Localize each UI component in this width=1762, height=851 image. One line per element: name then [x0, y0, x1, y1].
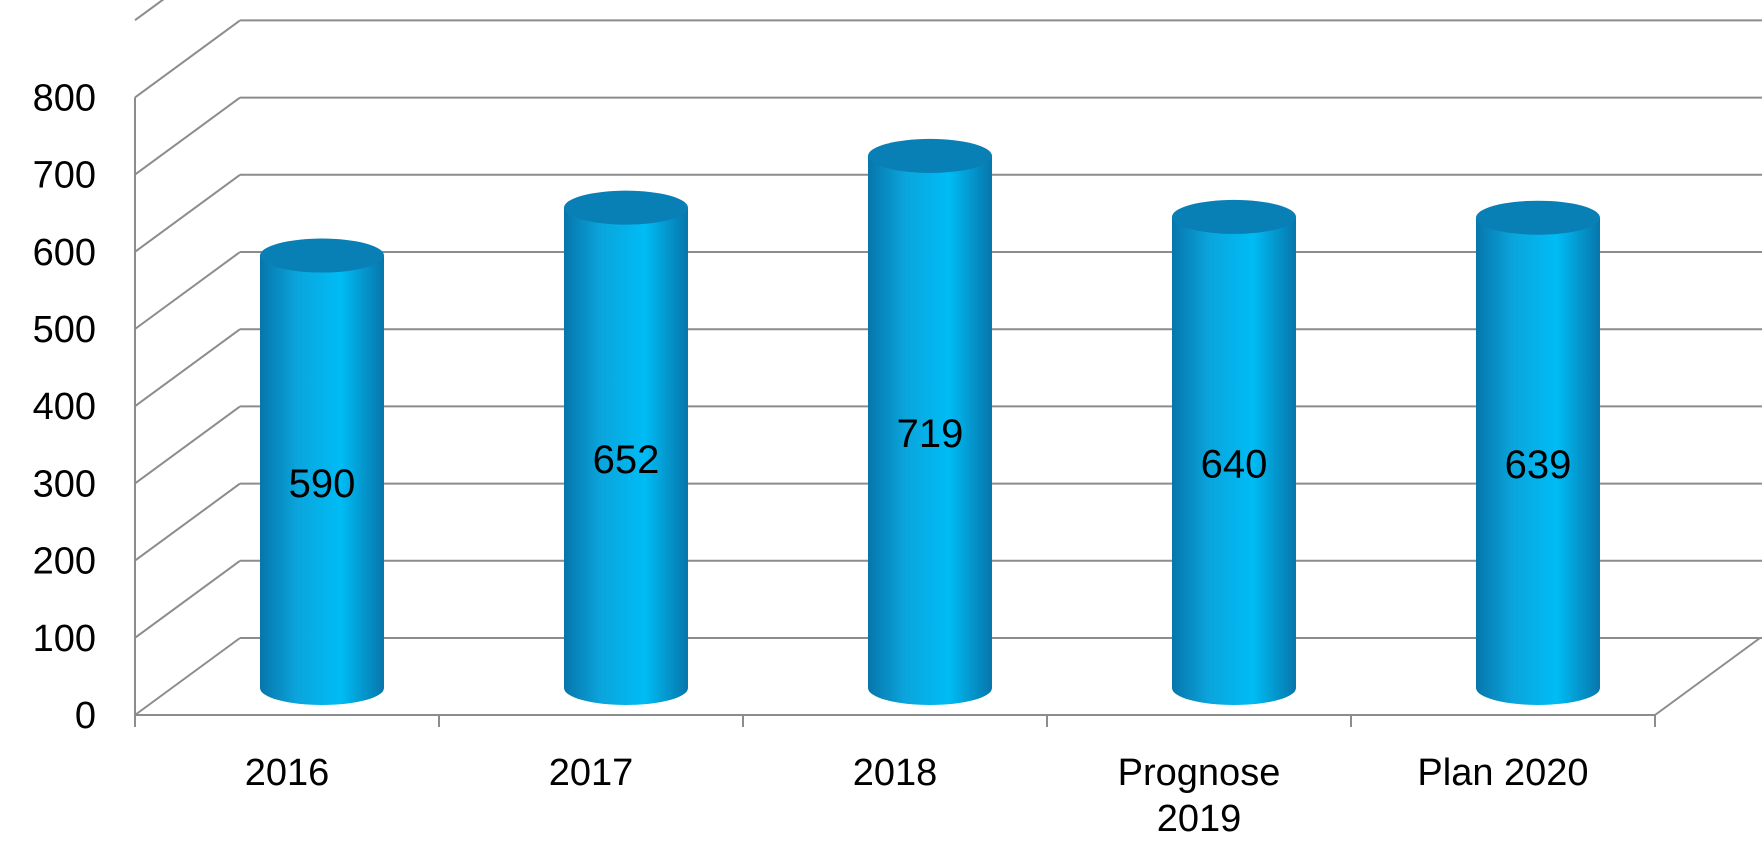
x-tick-label: 2017 [549, 752, 634, 794]
y-tick-label: 300 [33, 463, 96, 505]
data-labels: 590 652 719 640 639 [289, 412, 1572, 506]
y-tick-label: 400 [33, 386, 96, 428]
data-label: 590 [289, 462, 356, 506]
y-tick-label: 0 [75, 695, 96, 737]
y-tick-label: 700 [33, 155, 96, 197]
y-tick-label: 600 [33, 232, 96, 274]
x-axis-tick-labels: 2016 2017 2018 Prognose 2019 Plan 2020 [245, 752, 1589, 840]
x-tick-label: 2018 [853, 752, 938, 794]
floor-edge-line [1654, 637, 1761, 716]
bar [868, 138, 992, 705]
data-label: 640 [1201, 442, 1268, 486]
bar [1172, 199, 1296, 706]
axes [134, 97, 1761, 727]
gridline [134, 0, 165, 22]
y-tick-label: 500 [33, 309, 96, 351]
data-label: 719 [897, 412, 964, 456]
x-tick-label: Plan 2020 [1417, 752, 1588, 794]
bar [260, 238, 384, 705]
grid-lines [134, 0, 1762, 716]
bar [564, 190, 688, 705]
bars [260, 138, 1600, 706]
gridline [134, 19, 1762, 99]
gridline [134, 96, 1762, 176]
bar [1476, 200, 1600, 705]
y-tick-label: 100 [33, 618, 96, 660]
data-label: 652 [593, 438, 660, 482]
gridline [134, 173, 1762, 253]
data-label: 639 [1505, 443, 1572, 487]
x-tick-label: 2016 [245, 752, 330, 794]
y-axis-tick-labels: 0 100 200 300 400 500 600 700 800 [33, 77, 96, 737]
x-tick-label: Prognose 2019 [1118, 752, 1281, 840]
y-tick-label: 200 [33, 541, 96, 583]
y-tick-label: 800 [33, 77, 96, 119]
